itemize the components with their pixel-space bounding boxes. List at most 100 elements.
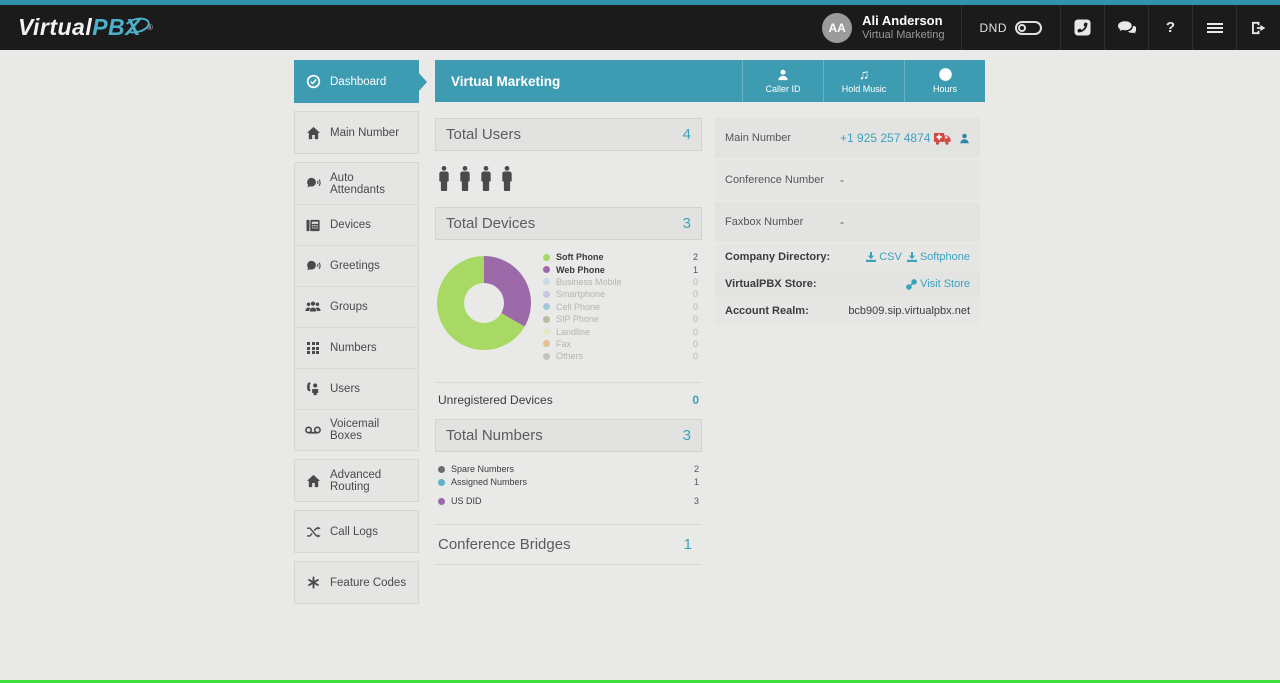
legend-dot xyxy=(543,315,550,323)
legend-row: Cell Phone 0 xyxy=(543,301,698,313)
conference-bridges-row: Conference Bridges 1 xyxy=(435,525,702,565)
legend-dot xyxy=(438,465,445,473)
logout-button[interactable] xyxy=(1236,5,1280,50)
dnd-toggle[interactable]: DND xyxy=(960,5,1061,50)
legend-dot xyxy=(438,497,445,505)
unregistered-devices-row: Unregistered Devices 0 xyxy=(435,381,702,418)
legend-dot xyxy=(543,340,550,348)
brand-word-virtual: Virtual xyxy=(18,14,93,40)
announcement-icon xyxy=(304,177,322,190)
legend-row: Landline 0 xyxy=(543,325,698,337)
softphone-download-link[interactable]: Softphone xyxy=(906,251,970,263)
account-title: Virtual Marketing xyxy=(451,73,561,89)
desk-phone-icon xyxy=(304,219,322,232)
hamburger-icon xyxy=(1206,21,1223,35)
csv-download-link[interactable]: CSV xyxy=(866,251,902,263)
sidebar-item-main-number[interactable]: Main Number xyxy=(294,111,419,154)
sidebar-item-advanced-routing[interactable]: Advanced Routing xyxy=(294,459,419,502)
help-button[interactable]: ? xyxy=(1148,5,1192,50)
legend-dot xyxy=(543,290,550,298)
total-users-count: 4 xyxy=(682,126,691,143)
sidebar-item-groups[interactable]: Groups xyxy=(295,286,418,327)
dnd-switch-icon[interactable] xyxy=(1015,20,1042,35)
user-icon xyxy=(481,166,491,191)
user-menu[interactable]: AA Ali Anderson Virtual Marketing xyxy=(806,5,960,50)
sidebar-item-label: Dashboard xyxy=(330,75,387,88)
legend-row: Web Phone 1 xyxy=(543,263,698,275)
hours-label: Hours xyxy=(932,84,957,94)
legend-row: Soft Phone 2 xyxy=(543,251,698,263)
caller-id-person-icon[interactable] xyxy=(959,133,970,144)
sidebar-item-users[interactable]: Users xyxy=(295,368,418,409)
sidebar-item-call-logs[interactable]: Call Logs xyxy=(294,510,419,553)
announcement-icon xyxy=(304,260,322,273)
clock-icon xyxy=(938,68,952,81)
legend-row: Others 0 xyxy=(543,350,698,362)
total-numbers-count: 3 xyxy=(682,426,691,444)
sidebar-item-label: Auto Attendants xyxy=(330,171,385,196)
conference-number-row: Conference Number - xyxy=(715,160,980,200)
menu-button[interactable] xyxy=(1192,5,1236,50)
main-number-link[interactable]: +1 925 257 4874 xyxy=(840,131,931,145)
legend-row: Business Mobile 0 xyxy=(543,276,698,288)
sidebar-item-label: Users xyxy=(330,383,361,395)
stats-column: Total Users 4 Total Devices 3 Soft Phone… xyxy=(435,118,702,565)
legend-row: US DID 3 xyxy=(438,495,699,508)
caller-id-button[interactable]: Caller ID xyxy=(742,60,823,102)
legend-dot xyxy=(438,478,445,486)
user-icon xyxy=(460,166,470,191)
sidebar-item-numbers[interactable]: Numbers xyxy=(295,327,418,368)
user-icon xyxy=(439,166,449,191)
home-icon xyxy=(304,126,322,140)
sidebar-item-label: Advanced Routing xyxy=(330,468,382,493)
hold-music-label: Hold Music xyxy=(841,84,887,94)
sidebar-item-auto-attendants[interactable]: Auto Attendants xyxy=(295,163,418,204)
unregistered-devices-count: 0 xyxy=(692,392,699,407)
sign-out-icon xyxy=(1251,21,1265,34)
avatar[interactable]: AA xyxy=(822,12,853,43)
link-icon xyxy=(906,278,917,290)
softphone-button[interactable] xyxy=(1060,5,1104,50)
chat-bubbles-icon xyxy=(1117,20,1136,34)
account-info-panel: Main Number +1 925 257 4874 Conference N… xyxy=(715,118,980,325)
user-name: Ali Anderson xyxy=(862,12,943,28)
user-icons-row xyxy=(435,151,702,207)
home-icon xyxy=(304,474,322,488)
bottom-accent-strip xyxy=(0,680,1280,683)
sidebar-item-feature-codes[interactable]: Feature Codes xyxy=(294,561,419,604)
asterisk-icon xyxy=(304,576,322,589)
top-accent-strip xyxy=(0,0,1280,5)
hold-music-button[interactable]: ♫ Hold Music xyxy=(823,60,904,102)
conference-bridges-count: 1 xyxy=(683,535,692,553)
chat-button[interactable] xyxy=(1104,5,1148,50)
sidebar-item-label: Voicemail Boxes xyxy=(330,418,380,442)
hours-button[interactable]: Hours xyxy=(904,60,985,102)
sidebar-item-label: Feature Codes xyxy=(330,576,407,589)
download-icon xyxy=(866,252,877,262)
brand-word-pbx: PBX xyxy=(92,14,152,41)
sidebar-item-voicemail-boxes[interactable]: Voicemail Boxes xyxy=(295,409,418,450)
legend-dot xyxy=(543,278,550,286)
e911-ambulance-icon[interactable] xyxy=(934,132,951,145)
sidebar-item-devices[interactable]: Devices xyxy=(295,204,418,245)
legend-dot xyxy=(543,253,550,261)
download-icon xyxy=(906,252,917,262)
sidebar-item-greetings[interactable]: Greetings xyxy=(295,245,418,286)
sidebar-item-dashboard[interactable]: Dashboard xyxy=(294,60,427,103)
devices-legend: Soft Phone 2 Web Phone 1 Business Mobile 0 … xyxy=(543,251,698,363)
sidebar-item-label: Numbers xyxy=(330,342,377,354)
main-number-row: Main Number +1 925 257 4874 xyxy=(715,118,980,158)
user-icon xyxy=(502,166,512,191)
sidebar: Dashboard Main Number Auto Attendants De… xyxy=(294,60,427,612)
voicemail-icon xyxy=(304,425,322,435)
account-header: Virtual Marketing Caller ID ♫ Hold Music… xyxy=(435,60,985,102)
sidebar-item-label: Greetings xyxy=(330,260,380,272)
legend-row: SIP Phone 0 xyxy=(543,313,698,325)
visit-store-link[interactable]: Visit Store xyxy=(906,278,970,290)
sidebar-item-label: Call Logs xyxy=(330,525,378,538)
phone-square-icon xyxy=(1074,19,1091,36)
company-directory-row: Company Directory: CSV Softphone xyxy=(715,244,980,270)
sidebar-item-label: Devices xyxy=(330,219,371,231)
question-icon: ? xyxy=(1165,19,1176,36)
dialpad-icon xyxy=(304,342,322,354)
